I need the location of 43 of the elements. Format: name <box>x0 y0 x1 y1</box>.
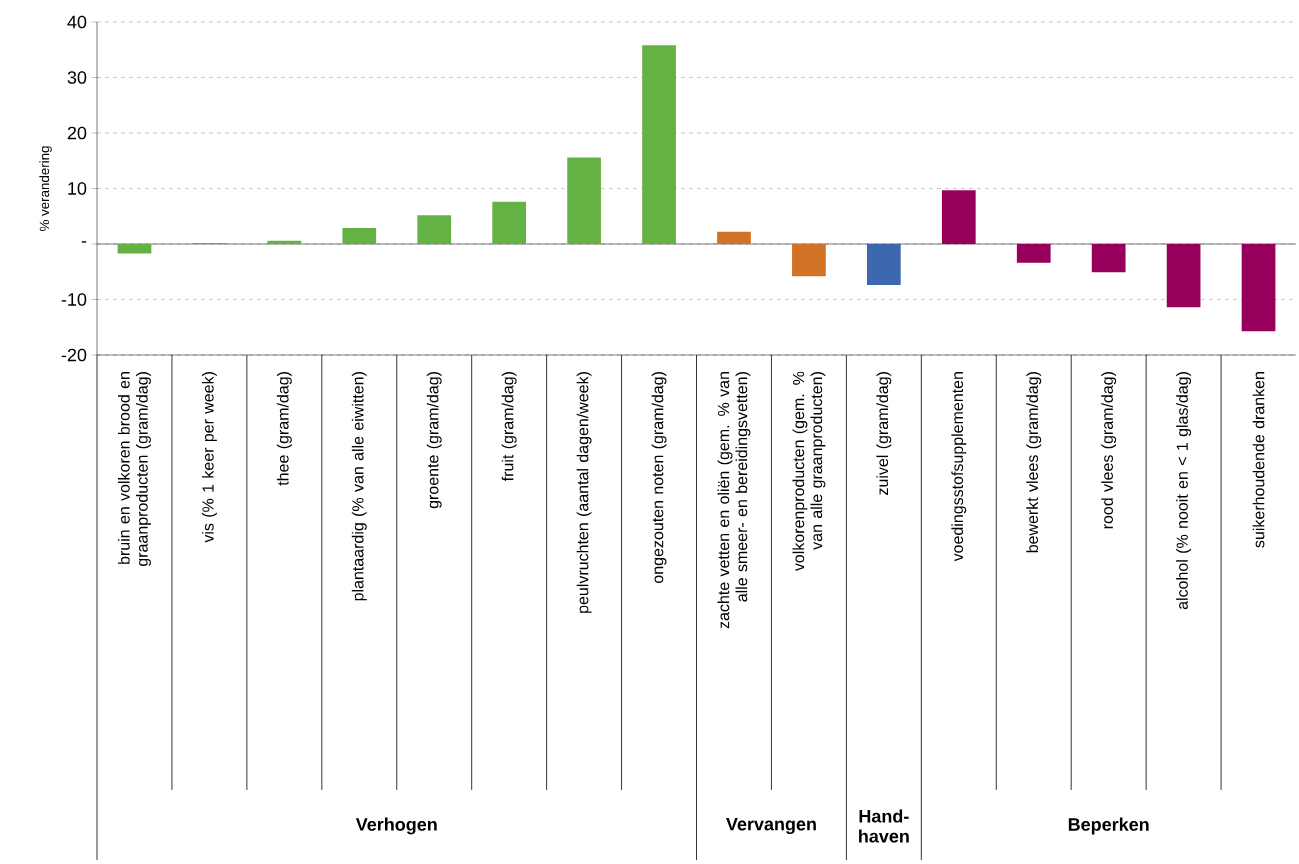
bar <box>267 240 302 244</box>
y-axis-title: % verandering <box>39 146 52 232</box>
bar <box>1091 244 1126 273</box>
bar <box>1166 244 1201 308</box>
x-tick-label: voedingsstofsupplementen <box>951 372 967 562</box>
y-tick-label: -10 <box>61 293 87 306</box>
x-tick-label: peulvruchten (aantal dagen/week) <box>576 372 592 613</box>
x-tick-label: zuivel (gram/dag) <box>876 372 892 495</box>
text: Vervangen <box>726 817 816 835</box>
x-tick-label: rood vlees (gram/dag) <box>1101 372 1117 529</box>
bar <box>417 215 452 244</box>
text: Verhogen <box>355 817 437 835</box>
x-tick-label: vis (% 1 keer per week) <box>201 372 217 543</box>
bar <box>1016 244 1051 263</box>
bar <box>941 190 976 244</box>
y-tick-label: 10 <box>68 182 87 195</box>
x-tick-label: thee (gram/dag) <box>276 372 292 486</box>
text: Hand-haven <box>859 809 909 843</box>
bar <box>1241 244 1276 332</box>
x-tick-label: volkorenproducten (gem. % van alle graanproducten) <box>792 371 826 572</box>
bar <box>866 244 901 286</box>
bar <box>342 227 377 244</box>
y-tick-label: 20 <box>67 126 87 140</box>
bar <box>717 231 751 244</box>
bar <box>642 45 676 244</box>
bar <box>567 157 601 244</box>
x-tick-label: fruit (gram/dag) <box>501 372 517 482</box>
y-tick-label: - <box>81 241 87 243</box>
x-tick-label: ongezouten noten (gram/dag) <box>651 372 667 583</box>
x-tick-label: bewerkt vlees (gram/dag) <box>1026 372 1042 553</box>
x-tick-label: suikerhoudende dranken <box>1252 372 1265 548</box>
x-tick-label: plantaardig (% van alle eiwitten) <box>351 372 367 601</box>
x-tick-label: bruin en volkoren brood en graanproducten (gram/dag) <box>118 372 151 567</box>
x-tick-label: alcohol (% nooit en < 1 glas/dag) <box>1176 372 1192 610</box>
bar <box>492 201 527 244</box>
y-tick-label: -20 <box>61 348 87 362</box>
bar <box>117 244 152 254</box>
x-tick-label: zachte vetten en oliën (gem. % van alle smeer- en bereidingsvetten) <box>717 372 751 629</box>
text: Beperken <box>1068 817 1149 835</box>
bar <box>792 244 826 277</box>
y-tick-label: 40 <box>67 15 87 29</box>
y-tick-label: 30 <box>67 71 87 84</box>
x-tick-label: groente (gram/dag) <box>426 372 442 509</box>
